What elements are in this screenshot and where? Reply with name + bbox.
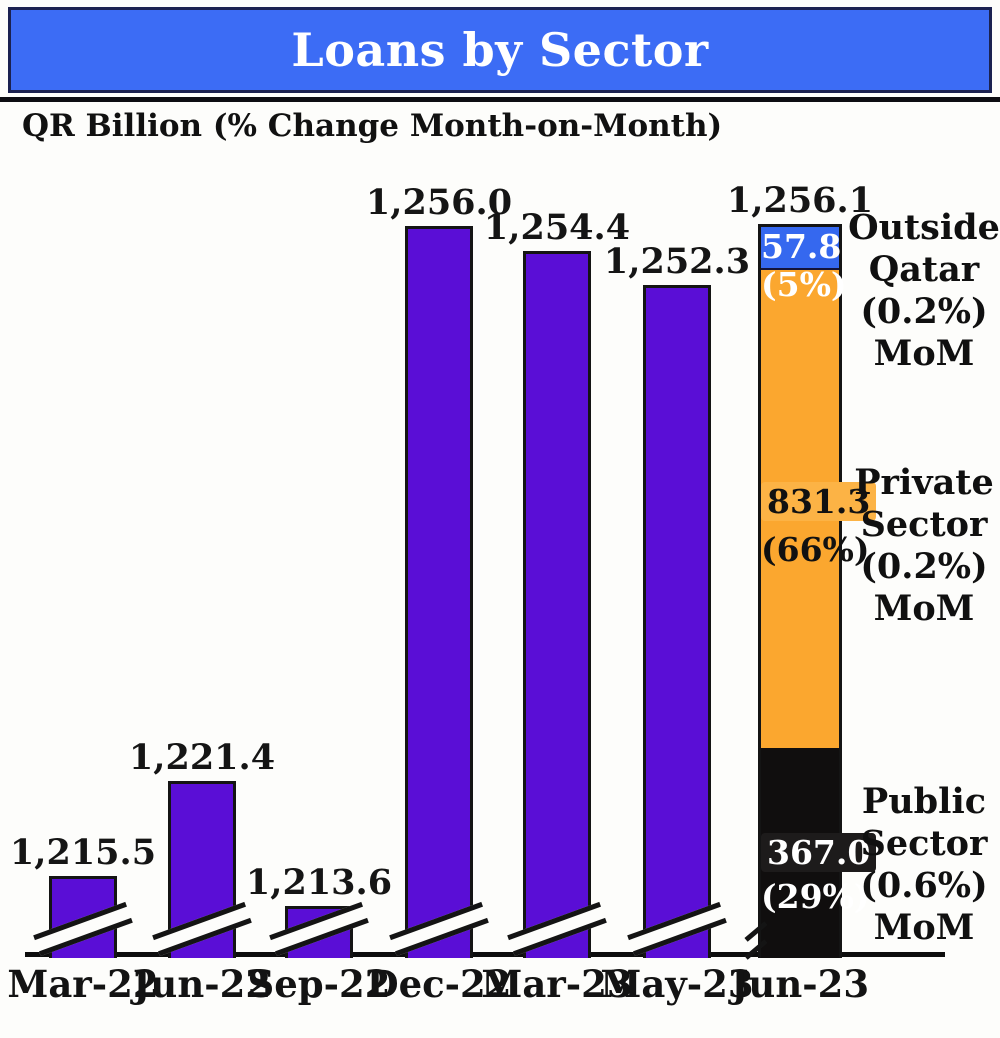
axis-break-mark bbox=[152, 901, 252, 957]
bar-mar-23 bbox=[507, 251, 607, 958]
header-divider bbox=[0, 97, 1000, 102]
bar-value-label: 1,254.4 bbox=[483, 207, 631, 248]
bar-jun-22 bbox=[152, 781, 252, 958]
bar-value-label: 1,221.4 bbox=[128, 737, 276, 778]
annotation-private-sector: Private Sector (0.2%) MoM bbox=[848, 462, 1000, 630]
x-axis-label-sep-22: Sep-22 bbox=[247, 962, 391, 1006]
bar-may-23 bbox=[627, 285, 727, 958]
segment-value-private-sector: 831.3 bbox=[761, 482, 877, 521]
segment-value-public-sector: 367.0 bbox=[761, 833, 877, 872]
segment-value-outside-qatar: 57.8 bbox=[761, 227, 842, 266]
axis-break-mark bbox=[507, 901, 607, 957]
bar-sep-22 bbox=[269, 901, 369, 958]
bar-value-label: 1,256.1 bbox=[726, 180, 874, 221]
bar-dec-22 bbox=[389, 226, 489, 958]
annotation-line: Sector bbox=[860, 823, 988, 864]
x-axis-label-mar-22: Mar-22 bbox=[7, 962, 159, 1006]
x-axis-label-may-23: May-23 bbox=[600, 962, 754, 1006]
chart-subtitle: QR Billion (% Change Month-on-Month) bbox=[22, 108, 723, 144]
annotation-outside-qatar: Outside Qatar (0.2%) MoM bbox=[848, 207, 1000, 375]
stacked-bar-jun-23: 57.8 (5%) 831.3 (66%) 367.0 (29%) bbox=[744, 224, 877, 960]
segment-outside-qatar bbox=[761, 227, 839, 270]
bar-mar-22 bbox=[33, 876, 133, 958]
annotation-line: MoM bbox=[873, 333, 975, 374]
bar-value-label: 1,215.5 bbox=[9, 832, 157, 873]
annotation-line: MoM bbox=[873, 588, 975, 629]
segment-pct-outside-qatar: (5%) bbox=[761, 265, 847, 304]
page-title: Loans by Sector bbox=[291, 23, 709, 77]
annotation-public-sector: Public Sector (0.6%) MoM bbox=[848, 781, 1000, 949]
x-axis-line bbox=[25, 952, 945, 957]
annotation-line: Qatar bbox=[868, 249, 980, 290]
x-axis-label-jun-23: Jun-23 bbox=[730, 962, 870, 1006]
bar-value-label: 1,252.3 bbox=[603, 241, 751, 282]
annotation-line: (0.6%) bbox=[860, 865, 988, 906]
annotation-line: (0.2%) bbox=[860, 291, 988, 332]
axis-break-mark bbox=[33, 901, 133, 957]
x-axis-label-jun-22: Jun-22 bbox=[132, 962, 272, 1006]
axis-break-mark bbox=[627, 901, 727, 957]
annotation-line: Sector bbox=[860, 504, 988, 545]
segment-pct-private-sector: (66%) bbox=[761, 530, 870, 569]
annotation-line: MoM bbox=[873, 907, 975, 948]
x-axis-label-mar-23: Mar-23 bbox=[481, 962, 633, 1006]
title-banner: Loans by Sector bbox=[8, 7, 992, 93]
annotation-line: Private bbox=[854, 462, 994, 503]
annotation-line: Public bbox=[861, 781, 987, 822]
annotation-line: Outside bbox=[848, 207, 1000, 248]
axis-break-mark bbox=[389, 901, 489, 957]
bar-value-label: 1,256.0 bbox=[365, 182, 513, 223]
annotation-line: (0.2%) bbox=[860, 546, 988, 587]
segment-pct-public-sector: (29%) bbox=[761, 877, 870, 916]
bar-value-label: 1,213.6 bbox=[245, 862, 393, 903]
x-axis-label-dec-22: Dec-22 bbox=[366, 962, 512, 1006]
axis-break-mark bbox=[269, 901, 369, 957]
